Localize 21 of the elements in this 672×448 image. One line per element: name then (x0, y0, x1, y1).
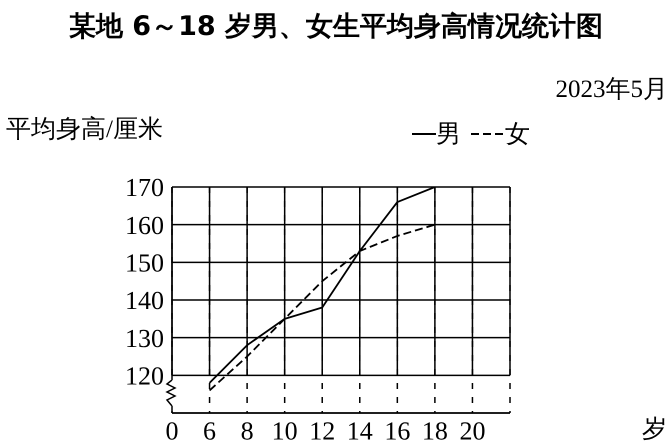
chart-title: 某地 6～18 岁男、女生平均身高情况统计图 (68, 10, 604, 44)
y-tick-label: 170 (125, 173, 164, 202)
y-tick-label: 140 (125, 286, 164, 316)
text: 岁 (642, 415, 667, 445)
x-tick-label: 12 (309, 416, 336, 446)
legend-label: 女 (505, 120, 530, 150)
x-tick-label: 14 (346, 416, 373, 446)
x-tick-label: 20 (459, 416, 486, 446)
x-tick-label: 18 (422, 416, 448, 446)
y-axis-title: 平均身高/厘米 (6, 114, 163, 145)
x-tick-label: 10 (272, 416, 298, 446)
x-tick-label: 8 (240, 416, 254, 446)
y-tick-label: 130 (125, 324, 164, 353)
x-tick-label: 0 (166, 416, 178, 446)
y-tick-label: 150 (125, 248, 164, 278)
x-tick-label: 6 (203, 416, 216, 446)
y-tick-label: 160 (125, 210, 164, 240)
legend-label: 男 (436, 120, 461, 150)
text: 2023年5月 (556, 75, 668, 105)
y-tick-label: 120 (125, 362, 164, 391)
x-tick-label: 16 (384, 416, 410, 446)
